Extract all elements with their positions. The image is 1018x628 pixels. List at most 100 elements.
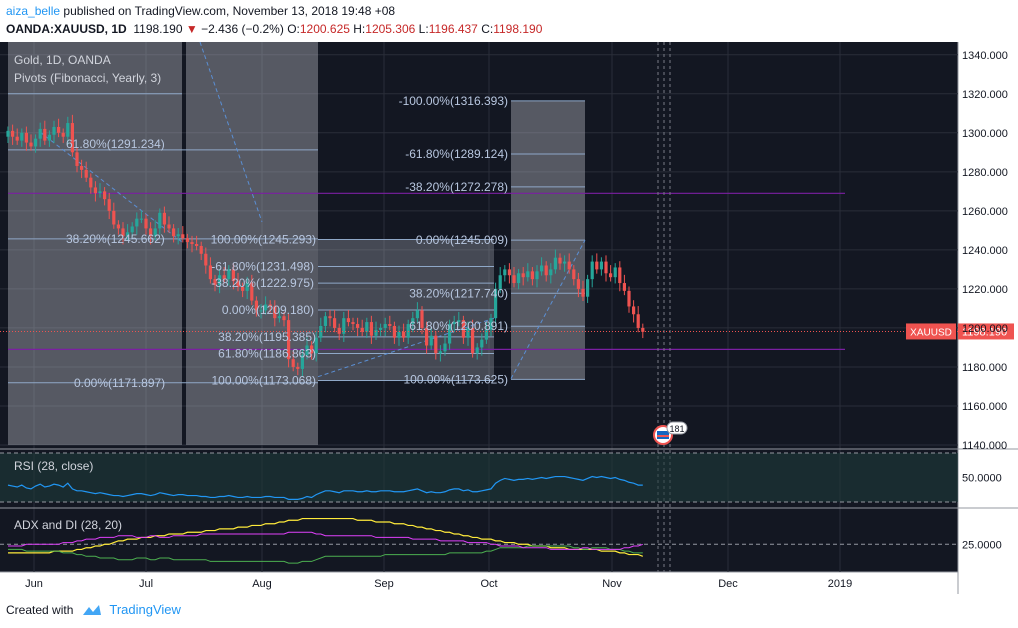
high-label: H: <box>353 22 366 36</box>
time-tick-label: Sep <box>374 578 394 590</box>
earnings-flag-icon[interactable]: 181 <box>653 421 688 445</box>
pivot-label: 38.20%(1245.662) <box>66 232 165 246</box>
price-tag-value: 1198.190 <box>962 326 1007 338</box>
candle-body <box>57 126 61 133</box>
candle-body <box>323 316 327 326</box>
candle-body <box>489 318 493 330</box>
candle-body <box>135 218 139 227</box>
candle-body <box>484 329 488 340</box>
candle-body <box>544 265 548 276</box>
candle-body <box>438 351 442 354</box>
candle-body <box>448 324 452 344</box>
chart-svg[interactable]: 61.80%(1291.234) 38.20%(1245.662) 0.00%(11… <box>0 41 1018 594</box>
candle-body <box>383 324 387 328</box>
candle-body <box>84 169 88 178</box>
candle-body <box>149 228 153 237</box>
candle-body <box>434 335 438 354</box>
di-minus-line <box>8 531 643 550</box>
candle-body <box>586 279 590 297</box>
high-value: 1205.306 <box>365 22 416 36</box>
candle-body <box>130 226 134 233</box>
candle-body <box>61 132 65 137</box>
candle-body <box>245 283 249 291</box>
trend-line <box>199 41 263 223</box>
tradingview-link[interactable]: TradingView <box>109 602 181 617</box>
candle-body <box>452 322 456 325</box>
candle-body <box>139 218 143 220</box>
created-with-label: Created with <box>6 602 74 617</box>
fib-label: 61.80%(1200.891) <box>409 319 508 333</box>
candle-body <box>595 261 599 270</box>
price-tick-label: 1240.000 <box>962 245 1008 257</box>
candle-body <box>121 228 125 237</box>
candle-body <box>126 232 130 237</box>
candle-body <box>66 123 70 137</box>
close-value: 1198.190 <box>493 22 543 36</box>
pivot-label: 0.00%(1171.897) <box>74 376 165 390</box>
candle-body <box>282 316 286 321</box>
candle-body <box>268 304 272 307</box>
down-arrow-icon: ▼ <box>185 22 198 36</box>
candle-body <box>328 316 332 319</box>
candle-body <box>158 212 162 229</box>
time-tick-label: Jun <box>25 578 43 590</box>
candle-body <box>259 310 263 312</box>
candle-body <box>494 288 498 319</box>
candle-body <box>392 325 396 338</box>
open-value: 1200.625 <box>299 22 350 36</box>
candle-body <box>264 304 268 311</box>
candle-body <box>172 228 176 237</box>
candle-body <box>503 269 507 276</box>
candle-body <box>553 257 557 270</box>
candle-body <box>342 318 346 334</box>
candle-body <box>471 327 475 354</box>
candle-body <box>402 331 406 338</box>
time-tick-label: 2019 <box>828 578 852 590</box>
candle-body <box>599 261 603 270</box>
di-plus-line <box>8 545 643 564</box>
chart-area[interactable]: 61.80%(1291.234) 38.20%(1245.662) 0.00%(11… <box>0 41 1018 594</box>
price-tag-value-bg <box>958 323 1014 340</box>
candle-body <box>443 343 447 352</box>
candle-body <box>406 324 410 338</box>
candle-body <box>70 123 74 153</box>
price-axis[interactable] <box>958 42 1018 572</box>
author-link[interactable]: aiza_belle <box>6 4 61 18</box>
price-change: −2.436 (−0.2%) <box>201 22 284 36</box>
price-tag-symbol-bg <box>906 323 956 340</box>
candle-body <box>333 318 337 328</box>
candle-body <box>530 271 534 280</box>
candle-body <box>38 128 42 139</box>
candle-body <box>250 283 254 301</box>
candle-body <box>397 331 401 338</box>
candle-body <box>103 191 107 200</box>
candle-body <box>93 187 97 194</box>
candle-body <box>144 218 148 229</box>
candle-body <box>627 290 631 307</box>
candle-body <box>75 152 79 166</box>
candle-body <box>218 275 222 285</box>
candle-body <box>112 210 116 225</box>
pivot-zone-left <box>8 42 182 445</box>
candle-body <box>609 273 613 278</box>
price-tick-label: 1320.000 <box>962 89 1008 101</box>
candle-body <box>480 339 484 348</box>
price-tick-label: 1160.000 <box>962 401 1007 413</box>
candle-body <box>162 212 166 225</box>
fib-label: 100.00%(1245.293) <box>211 233 316 247</box>
candle-body <box>213 279 217 285</box>
time-axis[interactable] <box>0 572 958 594</box>
candle-body <box>498 275 502 289</box>
candle-body <box>526 271 530 278</box>
candle-body <box>231 269 235 282</box>
fib-label: 38.20%(1195.385) <box>218 330 316 344</box>
candle-body <box>457 320 461 323</box>
low-value: 1196.437 <box>428 22 478 36</box>
candle-body <box>310 345 314 354</box>
candle-body <box>296 366 300 369</box>
time-tick-label: Dec <box>718 578 738 590</box>
adx-title: ADX and DI (28, 20) <box>14 518 122 532</box>
candle-body <box>360 327 364 332</box>
fib-label: -61.80%(1231.498) <box>211 259 314 273</box>
candle-body <box>356 324 360 328</box>
